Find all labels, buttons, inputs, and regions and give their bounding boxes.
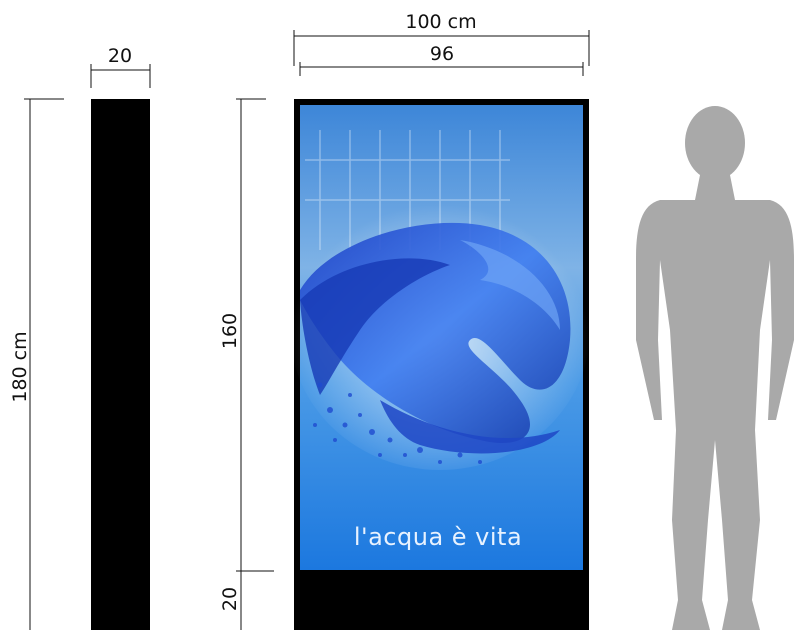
screen-height-label: 160 [219,313,241,349]
side-view: 20 180 cm [9,45,151,630]
water-wave-graphic [300,222,571,464]
side-height-dimension: 180 cm [9,98,64,630]
screen-caption: l'acqua è vita [354,523,522,551]
side-width-dimension: 20 [90,45,151,88]
side-column [91,99,150,630]
side-height-label: 180 cm [9,331,31,402]
front-dimensions: 100 cm 96 160 20 [219,11,590,630]
front-totem: l'acqua è vita [290,99,590,630]
screen-height-dimension: 160 20 [219,98,274,630]
base-height-label: 20 [219,587,241,611]
display-screen: l'acqua è vita [290,105,590,570]
human-silhouette [636,106,794,630]
screen-width-dimension: 96 [299,43,584,76]
screen-width-label: 96 [430,43,454,65]
total-width-label: 100 cm [405,11,476,33]
total-width-dimension: 100 cm [293,11,590,66]
side-width-label: 20 [108,45,132,67]
